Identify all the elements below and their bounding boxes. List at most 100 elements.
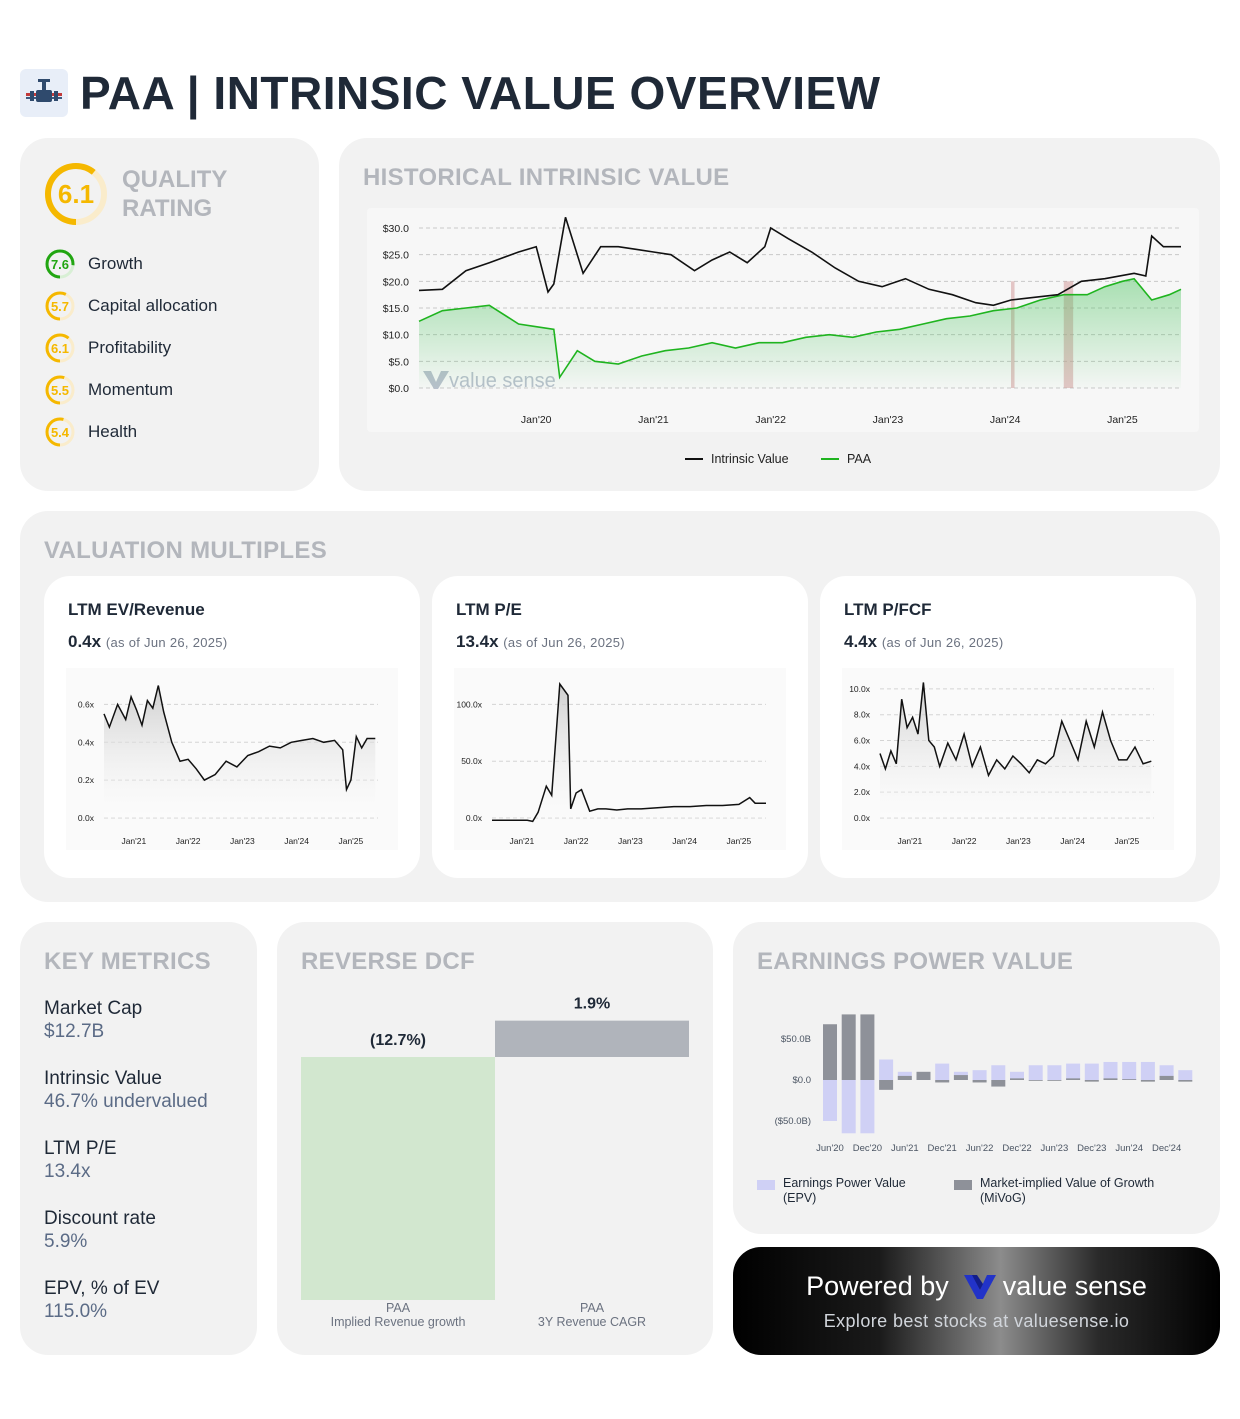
x-tick-label: Jan'21 [638, 414, 669, 426]
x-tick-label: Dec'24 [1152, 1143, 1181, 1154]
y-tick-label: 6.0x [854, 736, 871, 746]
mivog-bar [1047, 1080, 1062, 1081]
ev-revenue-card: LTM EV/Revenue 0.4x (as of Jun 26, 2025)… [44, 576, 420, 878]
x-tick-label: Jan'24 [284, 836, 309, 846]
powered-tagline: Explore best stocks at valuesense.io [823, 1311, 1130, 1331]
score-ring: 5.7 [44, 290, 76, 322]
x-tick-label: Jun'21 [891, 1143, 919, 1154]
multiple-area [104, 685, 376, 818]
quality-label: Growth [88, 254, 143, 273]
legend-epv: Earnings Power Value (EPV) [757, 1176, 906, 1206]
epv-bar [1010, 1071, 1024, 1080]
mivog-bar [1103, 1078, 1118, 1080]
mivog-bar [823, 1024, 837, 1080]
epv-bar [860, 1080, 875, 1134]
mivog-bar [991, 1080, 1006, 1087]
epv-bar [1178, 1070, 1193, 1080]
y-tick-label: 0.4x [78, 737, 95, 747]
chart-plot-area [454, 668, 786, 850]
epv-bar [1103, 1061, 1118, 1080]
epv-bar [823, 1080, 837, 1121]
y-tick-label: $0.0 [389, 383, 410, 395]
metric-label: EPV, % of EV [44, 1278, 160, 1299]
mivog-bar [1066, 1078, 1081, 1080]
quality-label: Momentum [88, 380, 174, 399]
y-tick-label: $0.0 [793, 1075, 812, 1086]
quality-rating-card: 6.1 QUALITY RATING 7.6 Growth 5.7 Capital a… [20, 138, 319, 491]
powered-by-banner[interactable]: Powered by value sense Explore best stoc… [733, 1247, 1220, 1355]
multiple-number: 4.4x [844, 632, 878, 651]
x-tick-label: Dec'23 [1077, 1143, 1106, 1154]
y-tick-label: 0.0x [854, 813, 871, 823]
metric-label: Intrinsic Value [44, 1068, 162, 1089]
company-logo [20, 69, 68, 117]
x-tick-label: Jan'25 [726, 836, 751, 846]
multiple-value: 13.4x (as of Jun 26, 2025) [456, 632, 625, 652]
dcf-bar-label: (12.7%) [370, 1032, 426, 1049]
legend-line: Earnings Power Value [783, 1176, 906, 1190]
multiple-number: 13.4x [456, 632, 499, 651]
y-tick-label: 0.2x [78, 775, 95, 785]
mivog-bar [1122, 1079, 1137, 1080]
y-tick-label: 4.0x [854, 761, 871, 771]
valuesense-logo-icon [963, 1274, 996, 1299]
y-tick-label: 0.0x [466, 813, 483, 823]
pe-chart: 100.0x 50.0x 0.0x Jan'21 Jan'22 Jan'23 Jan'24 J… [454, 668, 786, 850]
key-metric: LTM P/E 13.4x [44, 1138, 117, 1183]
epv-bar [972, 1070, 987, 1080]
page-title: PAA | INTRINSIC VALUE OVERVIEW [80, 67, 881, 119]
score-value: 5.4 [50, 424, 70, 440]
quality-score: 6.1 [57, 178, 95, 209]
x-tick-label: Jan'21 [121, 836, 146, 846]
mivog-bar [916, 1071, 931, 1080]
quality-main: 6.1 QUALITY RATING [44, 162, 242, 226]
x-tick-label: Jan'25 [1114, 836, 1139, 846]
reverse-dcf-title: REVERSE DCF [301, 948, 475, 975]
y-tick-label: $20.0 [383, 276, 409, 288]
quality-item-growth: 7.6 Growth [44, 248, 143, 280]
y-tick-label: $25.0 [383, 250, 409, 262]
x-tick-label: Jan'23 [1006, 836, 1031, 846]
historical-chart: $30.0 $25.0 $20.0 $15.0 $10.0 $5.0 $0.0 Jan'20 J… [367, 208, 1199, 466]
x-tick-label: Jan'24 [672, 836, 697, 846]
legend-line: Market-implied Value of Growth [980, 1176, 1155, 1190]
powered-line: Powered by value sense [733, 1271, 1220, 1302]
epv-title: EARNINGS POWER VALUE [757, 948, 1074, 975]
mivog-bar [1159, 1075, 1174, 1080]
y-tick-label: $10.0 [383, 330, 409, 342]
x-tick-label: Jan'24 [990, 414, 1021, 426]
epv-chart: $50.0B $0.0 ($50.0B) Jun'20 Dec'20 Jun'21 Dec'… [775, 1014, 1193, 1154]
legend-line: (EPV) [783, 1191, 817, 1205]
legend-line: (MiVoG) [980, 1191, 1026, 1205]
quality-item-capital-allocation: 5.7 Capital allocation [44, 290, 217, 322]
historical-title: HISTORICAL INTRINSIC VALUE [363, 164, 730, 191]
metric-value: 46.7% undervalued [44, 1091, 208, 1112]
y-tick-label: 0.0x [78, 813, 95, 823]
key-metric: Intrinsic Value 46.7% undervalued [44, 1068, 208, 1113]
epv-bar [1047, 1065, 1062, 1080]
mivog-bar [1010, 1078, 1024, 1080]
score-ring: 5.4 [44, 416, 76, 448]
multiple-area [492, 684, 766, 822]
mivog-bar [953, 1075, 968, 1080]
quality-label: Profitability [88, 338, 172, 357]
epv-bar [1140, 1061, 1155, 1080]
key-metric: Discount rate 5.9% [44, 1208, 156, 1253]
brand: value sense [963, 1271, 1147, 1302]
x-tick-label: Jun'24 [1115, 1143, 1143, 1154]
epv-bar [991, 1065, 1006, 1080]
pe-card: LTM P/E 13.4x (as of Jun 26, 2025) 100.0… [432, 576, 808, 878]
y-tick-label: 10.0x [849, 684, 871, 694]
multiple-title: LTM EV/Revenue [68, 600, 205, 619]
legend-swatch-mivog [954, 1180, 972, 1190]
metric-value: $12.7B [44, 1021, 105, 1042]
multiple-value: 0.4x (as of Jun 26, 2025) [68, 632, 227, 652]
metric-label: LTM P/E [44, 1138, 117, 1159]
x-tick-label: Jun'23 [1041, 1143, 1069, 1154]
metric-value: 5.9% [44, 1231, 88, 1252]
x-tick-label: Dec'21 [928, 1143, 957, 1154]
x-tick-label: Jan'20 [521, 414, 552, 426]
paa-area [419, 278, 1181, 388]
mivog-bar [972, 1080, 987, 1083]
